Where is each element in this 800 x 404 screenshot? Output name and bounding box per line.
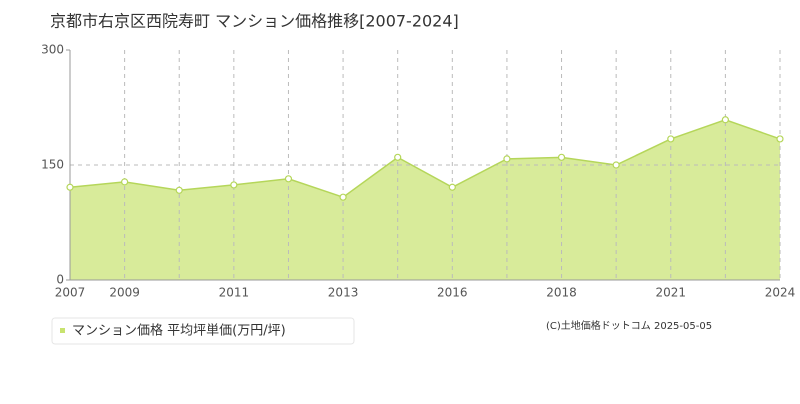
y-tick-label: 0 [56, 273, 64, 287]
x-tick-label: 2013 [328, 286, 359, 300]
data-point [66, 183, 74, 191]
data-point [284, 175, 293, 183]
legend-swatch [60, 328, 65, 333]
data-point [394, 153, 402, 161]
x-tick-label: 2021 [655, 286, 686, 300]
x-tick-label: 2018 [546, 286, 577, 300]
chart-title: 京都市右京区西院寿町 マンション価格推移[2007-2024] [50, 12, 459, 31]
data-point [721, 116, 729, 124]
x-tick-label: 2007 [55, 286, 86, 300]
legend-box [51, 317, 355, 345]
data-point [776, 135, 784, 143]
x-tick-label: 2024 [765, 286, 796, 300]
data-point [230, 181, 238, 189]
area-fill [70, 119, 780, 281]
data-point [175, 186, 183, 194]
data-point [503, 155, 511, 163]
x-tick-label: 2016 [437, 286, 468, 300]
data-point [667, 135, 675, 143]
data-point [448, 183, 456, 191]
data-point [339, 193, 347, 201]
data-point [121, 178, 129, 186]
legend-label: マンション価格 平均坪単価(万円/坪) [72, 323, 286, 339]
credit: (C)土地価格ドットコム 2025-05-05 [546, 319, 712, 332]
data-point [612, 161, 620, 169]
y-tick-label: 150 [41, 158, 64, 172]
x-tick-label: 2011 [219, 286, 250, 300]
y-tick-label: 300 [41, 43, 64, 57]
data-point [557, 153, 566, 161]
area-line [69, 118, 781, 199]
x-tick-label: 2009 [109, 286, 140, 300]
